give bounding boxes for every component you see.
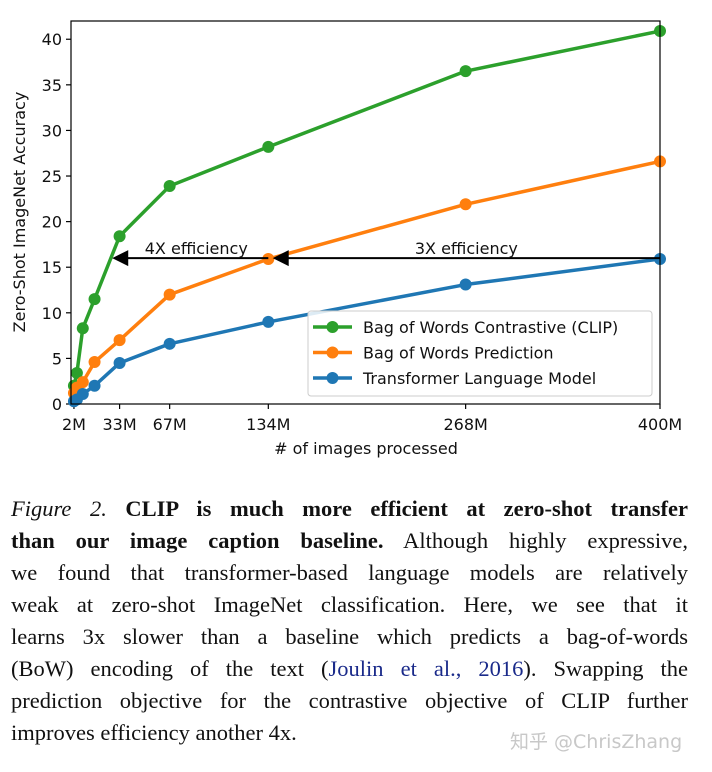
caption-line: weak at zero-shot ImageNet classificatio… <box>11 589 688 621</box>
data-point <box>76 387 89 400</box>
y-tick-label: 10 <box>42 304 62 323</box>
x-tick-label: 268M <box>443 415 487 434</box>
data-point <box>163 180 176 193</box>
y-tick-label: 40 <box>42 30 62 49</box>
y-tick-label: 15 <box>42 258 62 277</box>
caption-line: Figure 2. CLIP is much more efficient at… <box>11 493 688 525</box>
caption-line: learns 3x slower than a baseline which p… <box>11 621 688 653</box>
legend-marker <box>326 321 339 333</box>
efficiency-line-chart: 0 5 10 15 20 25 30 35 40 2M 33M 67M 134M 268M 400M # of… <box>10 20 682 458</box>
y-tick-label: 20 <box>42 213 62 232</box>
caption-text: we found that transformer-based language… <box>11 560 688 585</box>
citation-link[interactable]: Joulin et al., 2016 <box>328 656 524 681</box>
data-point <box>262 140 275 153</box>
caption-text: Although highly expressive, <box>383 528 689 553</box>
data-point <box>88 356 101 369</box>
data-point <box>459 198 472 211</box>
data-point <box>88 293 101 306</box>
caption-line: we found that transformer-based language… <box>11 557 688 589</box>
y-tick-label: 5 <box>52 349 62 368</box>
efficiency-label: 3X efficiency <box>415 239 518 258</box>
caption-text: Figure 2. <box>11 496 126 521</box>
caption-text: prediction objective for the contrastive… <box>11 688 688 713</box>
figure-caption: Figure 2. CLIP is much more efficient at… <box>11 493 688 749</box>
plot-frame <box>70 20 661 405</box>
data-point <box>459 65 472 78</box>
y-tick-label: 0 <box>52 395 62 414</box>
x-tick-label: 67M <box>153 415 187 434</box>
watermark: 知乎 @ChrisZhang <box>510 731 683 753</box>
caption-line: than our image caption baseline. Althoug… <box>11 525 688 557</box>
efficiency-label: 4X efficiency <box>145 239 248 258</box>
data-point <box>70 366 83 379</box>
legend-label: Bag of Words Contrastive (CLIP) <box>363 318 618 337</box>
data-point <box>113 230 126 243</box>
x-tick-label: 33M <box>103 415 137 434</box>
caption-text: CLIP is much more efficient at zero-shot… <box>125 496 688 521</box>
x-tick-label: 2M <box>62 415 86 434</box>
data-point <box>459 278 472 291</box>
caption-text: weak at zero-shot ImageNet classificatio… <box>11 592 688 617</box>
x-tick-label: 134M <box>246 415 290 434</box>
legend-marker <box>326 346 339 359</box>
legend-label: Bag of Words Prediction <box>363 344 554 363</box>
data-point <box>76 322 89 335</box>
caption-line: prediction objective for the contrastive… <box>11 685 688 717</box>
caption-text: ). Swapping the <box>523 656 689 681</box>
data-point <box>113 334 126 347</box>
caption-line: improves efficiency another 4x. <box>11 717 688 749</box>
data-point <box>113 356 126 369</box>
data-point <box>163 288 176 301</box>
arrowhead-icon <box>112 250 129 267</box>
x-axis-label: # of images processed <box>274 439 458 458</box>
y-axis-label: Zero-Shot ImageNet Accuracy <box>10 92 29 333</box>
data-point <box>262 315 275 328</box>
data-point <box>88 379 101 392</box>
arrowhead-icon <box>272 250 289 267</box>
data-point <box>76 376 89 389</box>
legend-box <box>307 310 653 397</box>
legend-label: Transformer Language Model <box>362 369 596 388</box>
x-tick-label: 400M <box>638 415 682 434</box>
caption-text: (BoW) encoding of the text ( <box>11 656 329 681</box>
y-tick-label: 35 <box>42 76 62 95</box>
y-tick-label: 25 <box>42 167 62 186</box>
data-point <box>163 337 176 350</box>
caption-line: (BoW) encoding of the text (Joulin et al… <box>11 653 688 685</box>
legend-marker <box>326 372 339 384</box>
y-tick-label: 30 <box>42 121 62 140</box>
caption-text: than our image caption baseline. <box>11 528 384 553</box>
caption-text: improves efficiency another 4x. <box>11 720 297 745</box>
caption-text: learns 3x slower than a baseline which p… <box>11 624 688 649</box>
